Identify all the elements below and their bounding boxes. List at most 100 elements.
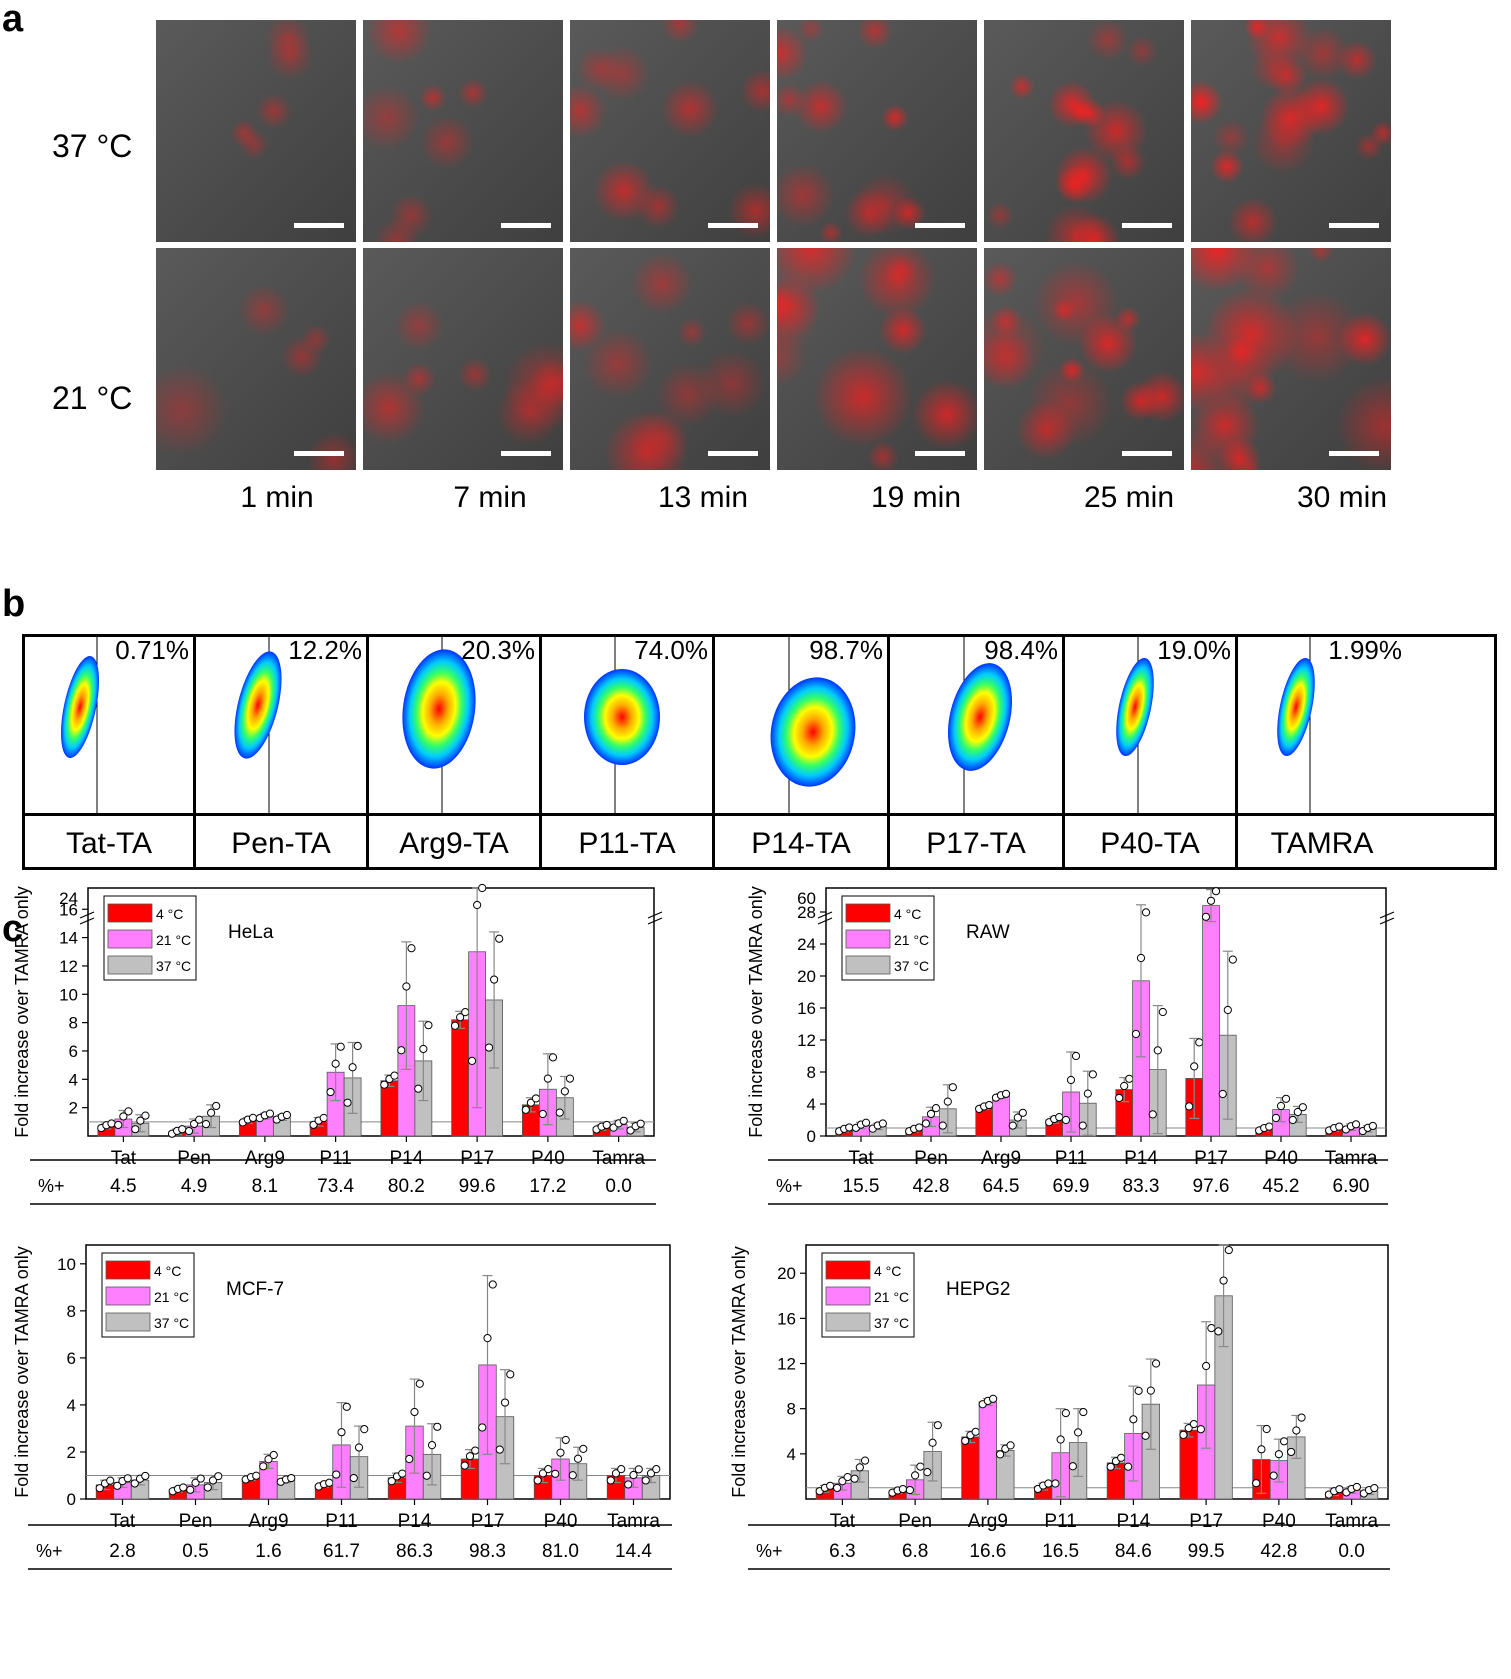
bar [239, 1120, 257, 1137]
bar [1255, 1128, 1274, 1137]
bar [168, 1489, 188, 1500]
replicate-point [1006, 1441, 1015, 1450]
replicate-point [1008, 1121, 1017, 1130]
bar [975, 1106, 993, 1137]
x-tick-label: P14 [398, 1511, 432, 1532]
replicate-point [1358, 1126, 1367, 1136]
replicate-point [343, 1098, 352, 1107]
replicate-point [1363, 1123, 1372, 1132]
replicate-point [1298, 1103, 1307, 1112]
percent-positive-value: 45.2 [1263, 1176, 1300, 1197]
cell-divider [712, 637, 715, 867]
percent-positive-value: 80.2 [388, 1176, 425, 1197]
scale-bar [1122, 451, 1172, 456]
replicate-point [124, 1107, 133, 1116]
bar [314, 1484, 334, 1500]
axis-break-mark [1379, 911, 1395, 925]
replicate-point [282, 1110, 292, 1120]
microscopy-tile [984, 20, 1184, 242]
panel-b-letter: b [2, 583, 26, 625]
replicate-point [407, 944, 416, 953]
replicate-point [281, 1475, 291, 1484]
y-tick-label: 10 [59, 985, 78, 1004]
replicate-point [207, 1108, 216, 1117]
plot-frame [825, 887, 1387, 1137]
name-row-divider [25, 813, 1494, 816]
replicate-point [1281, 1094, 1291, 1103]
density-plot [584, 637, 660, 815]
replicate-point [495, 934, 504, 943]
replicate-point [1078, 1121, 1087, 1130]
sample-name: P40-TA [1100, 827, 1200, 860]
replicate-point [1347, 1484, 1356, 1494]
percent-positive-value: 14.4 [615, 1541, 652, 1562]
replicate-point [556, 1448, 565, 1457]
replicate-point [855, 1463, 864, 1472]
gate-percent: 19.0% [1157, 635, 1231, 665]
bar [241, 1477, 261, 1500]
replicate-point [478, 1423, 487, 1432]
bar [113, 1482, 132, 1500]
time-label: 30 min [1296, 481, 1388, 514]
replicate-point [1206, 896, 1216, 905]
bar [568, 1463, 588, 1500]
replicate-point [252, 1471, 261, 1480]
replicate-point [1223, 1005, 1232, 1015]
bar [905, 1479, 925, 1500]
microscopy-tile [777, 248, 977, 470]
replicate-point [208, 1476, 218, 1485]
bar [1051, 1452, 1070, 1500]
replicate-point [1185, 1102, 1194, 1111]
scale-bar [708, 223, 758, 228]
time-label: 19 min [870, 481, 962, 514]
scale-bar [501, 451, 551, 456]
legend-label: 37 °C [874, 1315, 909, 1331]
replicate-point [100, 1479, 110, 1488]
replicate-point [1055, 1113, 1064, 1122]
microscopy-tile [570, 20, 770, 242]
x-tick-label: Tat [848, 1148, 874, 1169]
replicate-point [478, 883, 487, 893]
legend-label: 21 °C [154, 1289, 189, 1305]
replicate-point [1346, 1122, 1356, 1131]
bar [1068, 1442, 1088, 1500]
replicate-point [332, 1470, 341, 1479]
y-tick-label: 0 [807, 1127, 816, 1146]
y-tick-label: 28 [797, 903, 816, 922]
replicate-point [184, 1126, 194, 1136]
flow-plot: 74.0% P11-TA [542, 635, 712, 860]
replicate-point [248, 1113, 258, 1122]
percent-positive-value: 8.1 [252, 1176, 278, 1197]
scale-bar [915, 451, 965, 456]
scale-bar [294, 223, 344, 228]
bar [1359, 1490, 1379, 1500]
percent-positive-value: 86.3 [396, 1541, 433, 1562]
bar [624, 1477, 643, 1500]
replicate-point [402, 982, 411, 991]
replicate-point [543, 1074, 552, 1083]
replicate-point [1141, 1431, 1150, 1440]
replicate-point [948, 1083, 957, 1092]
replicate-point [631, 1122, 640, 1131]
bar [1202, 905, 1220, 1137]
replicate-point [196, 1474, 205, 1483]
bar [1079, 1102, 1097, 1137]
replicate-point [326, 1087, 335, 1097]
bar [422, 1453, 442, 1500]
replicate-point [1001, 1089, 1011, 1098]
replicate-point [1120, 1081, 1129, 1091]
density-plot [1116, 637, 1154, 815]
y-axis-label: Fold increase over TAMRA only [729, 1246, 749, 1497]
bar [332, 1444, 351, 1500]
replicate-point [1219, 1276, 1228, 1285]
replicate-point [1286, 1447, 1296, 1457]
bar [1124, 1433, 1143, 1500]
percent-positive-value: 99.6 [459, 1176, 496, 1197]
replicate-point [1293, 1107, 1302, 1117]
percent-positive-value: 0.0 [1338, 1541, 1364, 1562]
bar [1045, 1119, 1064, 1137]
replicate-point [1134, 1386, 1143, 1395]
bar [961, 1436, 980, 1500]
density-plot [770, 637, 856, 815]
gate-percent: 98.7% [809, 635, 883, 665]
